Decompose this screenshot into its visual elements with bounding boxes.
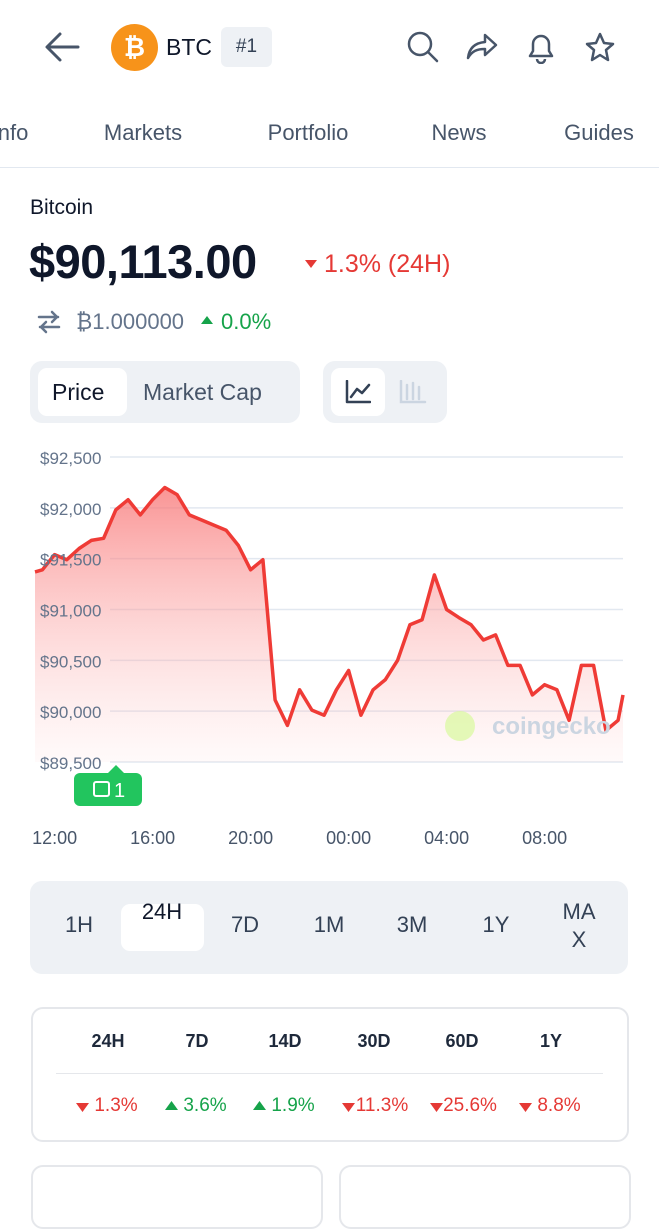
period-change: 8.8% [537,1095,581,1116]
range-option[interactable]: 1Y [482,912,510,937]
range-option[interactable]: 7D [230,912,260,937]
range-option[interactable]: 1M [313,912,345,937]
stat-card [31,1165,323,1229]
divider [0,167,659,168]
coin-name: Bitcoin [30,196,94,219]
up-arrow [253,1101,266,1110]
period-label: 60D [445,1031,479,1051]
down-arrow [519,1103,532,1112]
arrow-shape [253,1101,266,1110]
x-tick-label: 20:00 [228,828,273,848]
period-label: 14D [268,1031,302,1051]
period-change: 11.3% [355,1095,409,1116]
range-option[interactable]: 1H [64,912,94,937]
tab[interactable]: Info [0,120,29,145]
x-tick-label: 00:00 [326,828,371,848]
x-tick-label: 12:00 [32,828,77,848]
active-pill [331,368,385,416]
arrow-shape [430,1103,443,1112]
down-arrow [430,1103,443,1112]
range-option[interactable]: MAX [562,899,596,952]
toggle-market-cap[interactable]: Market Cap [143,379,262,405]
price-line [34,485,625,733]
period-change: 25.6% [443,1095,497,1116]
toggle-price[interactable]: Price [52,379,105,405]
period-label: 7D [185,1031,209,1051]
coin-logo: ₿ [111,24,158,71]
bell-icon[interactable] [525,30,557,64]
arrow-shape [342,1103,355,1112]
active-pill [121,904,204,951]
line-chart-icon[interactable] [345,380,371,404]
period-change: 1.3% [94,1095,138,1116]
active-pill [38,368,127,416]
back-button[interactable] [42,30,82,64]
up-arrow [201,316,213,324]
tab[interactable]: Portfolio [267,120,349,145]
news-count: 1 [114,780,125,802]
y-tick-label: $91,000 [40,602,101,621]
x-tick-label: 04:00 [424,828,469,848]
price: $90,113.00 [29,235,257,288]
period-change: 3.6% [183,1095,227,1116]
badge-pointer [108,765,124,773]
tab[interactable]: Guides [564,120,634,145]
range-option[interactable]: 24H [141,899,183,924]
range-option[interactable]: 3M [396,912,428,937]
stat-card [339,1165,631,1229]
y-tick-label: $89,500 [40,754,101,773]
btc-change: 0.0% [221,309,272,334]
y-tick-label: $92,000 [40,500,101,519]
arrow-shape [76,1103,89,1112]
star-icon[interactable] [584,31,616,63]
search-icon[interactable] [406,30,440,64]
arrow-shape [519,1103,532,1112]
down-arrow [76,1103,89,1112]
up-arrow [165,1101,178,1110]
page: ₿ BTC #1 Bitcoin $90,113.00 1.3% (24H) ₿… [0,24,659,1229]
y-tick-label: $90,500 [40,652,101,671]
y-tick-label: $91,500 [40,551,101,570]
candle-chart-icon[interactable] [399,380,427,404]
share-icon[interactable] [465,32,499,62]
down-arrow [342,1103,355,1112]
news-icon [93,781,110,797]
rank-badge: #1 [221,27,272,67]
period-label: 24H [91,1031,125,1051]
price-chart: coingecko 1 $92,500 $92,000 $91,500 $91,000… [32,449,625,848]
y-tick-label: $92,500 [40,449,101,468]
svg-text:₿: ₿ [124,32,145,62]
coin-symbol: BTC [166,34,212,60]
period-label: 1Y [539,1031,563,1051]
tab[interactable]: News [431,120,487,145]
btc-price: ₿1.000000 [76,309,185,334]
swap-icon [37,310,61,334]
price-change: 1.3% (24H) [324,250,451,278]
y-tick-label: $90,000 [40,703,101,722]
x-tick-label: 16:00 [130,828,175,848]
divider [56,1073,603,1074]
period-change: 1.9% [271,1095,315,1116]
area [35,487,623,762]
watermark-logo [445,711,475,741]
period-label: 30D [357,1031,391,1051]
arrow-shape [165,1101,178,1110]
x-tick-label: 08:00 [522,828,567,848]
watermark: coingecko [492,713,611,740]
down-arrow [305,260,317,268]
tab[interactable]: Markets [103,120,183,145]
performance-card [31,1007,629,1142]
